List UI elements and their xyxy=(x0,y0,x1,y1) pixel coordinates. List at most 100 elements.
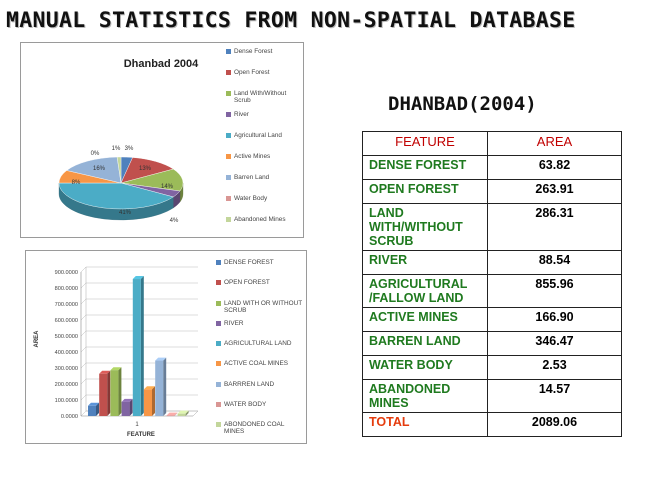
gridline-diag xyxy=(80,314,87,321)
pie-slice xyxy=(120,168,184,192)
legend-label: Water Body xyxy=(234,195,268,202)
table-row: OPEN FOREST 263.91 xyxy=(362,179,622,204)
bar-top xyxy=(155,357,167,361)
bar-top xyxy=(99,370,111,374)
bar-legend-item: ACTIVE COAL MINES xyxy=(216,360,306,380)
legend-label: DENSE FOREST xyxy=(224,259,274,266)
pie-legend-item: Barren Land xyxy=(226,174,304,195)
bar-side xyxy=(174,412,178,416)
legend-swatch xyxy=(226,91,231,96)
y-tick-label: 300.0000 xyxy=(55,366,78,372)
legend-label: Open Forest xyxy=(234,69,270,76)
legend-swatch xyxy=(216,361,221,367)
bar-side xyxy=(140,276,144,416)
bar-side xyxy=(96,402,99,416)
pie-value-label: 14% xyxy=(161,184,174,190)
table-row: WATER BODY 2.53 xyxy=(362,355,622,380)
legend-label: ABONDONED COAL MINES xyxy=(224,421,285,436)
feature-cell: TOTAL xyxy=(362,412,488,437)
bar xyxy=(110,370,119,416)
bar-chart-panel: 0.0000 100.0000 200.0000 300.0000 400.0000 50… xyxy=(25,250,307,444)
feature-cell: AGRICULTURAL /FALLOW LAND xyxy=(362,274,488,308)
pie-value-label: 4% xyxy=(170,218,179,224)
area-cell: 14.57 xyxy=(487,379,622,413)
bar-legend: DENSE FOREST OPEN FOREST LAND WITH OR WITH… xyxy=(216,259,306,442)
area-column-header: AREA xyxy=(487,131,622,156)
bar xyxy=(88,405,96,416)
feature-cell: ABANDONED MINES xyxy=(362,379,488,413)
bar xyxy=(132,279,141,416)
legend-swatch xyxy=(226,133,231,138)
pie-value-label: 1% xyxy=(112,146,121,152)
pie-value-label: 8% xyxy=(72,180,81,186)
legend-swatch xyxy=(226,70,231,75)
legend-swatch xyxy=(216,260,221,265)
area-cell: 263.91 xyxy=(487,179,622,204)
y-tick-label: 200.0000 xyxy=(55,382,78,388)
x-axis-title: FEATURE xyxy=(127,432,155,438)
gridline-diag xyxy=(80,346,87,353)
bar-top xyxy=(132,276,144,280)
legend-swatch xyxy=(216,280,221,286)
legend-swatch xyxy=(226,112,231,117)
bar-legend-item: DENSE FOREST xyxy=(216,259,306,279)
pie-legend-item: Abandoned Mines xyxy=(226,216,304,237)
table-row: AGRICULTURAL /FALLOW LAND 855.96 xyxy=(362,274,622,308)
legend-label: RIVER xyxy=(224,319,244,327)
legend-swatch xyxy=(226,49,231,54)
bar-top xyxy=(166,412,178,416)
bar-side xyxy=(152,386,155,416)
pie-legend-item: Dense Forest xyxy=(226,48,304,69)
pie-legend-item: Active Mines xyxy=(226,153,304,174)
legend-label: WATER BODY xyxy=(224,401,267,409)
bar-side xyxy=(129,398,133,416)
pie-value-label: 41% xyxy=(119,210,132,216)
bar-legend-item: WATER BODY xyxy=(216,401,306,421)
pie-legend-item: Water Body xyxy=(226,195,304,216)
bar-chart: 0.0000 100.0000 200.0000 300.0000 400.0000 50… xyxy=(34,266,199,438)
legend-label: Agricultural Land xyxy=(234,132,282,139)
gridline-diag xyxy=(80,298,87,305)
table-row: ACTIVE MINES 166.90 xyxy=(362,307,622,332)
pie-chart: Dhanbad 2004 3% 13% 14% 4% 41% 8% 16% 0% 1% xyxy=(58,58,199,224)
legend-swatch xyxy=(216,422,221,428)
pie-legend-item: River xyxy=(226,111,304,132)
area-cell: 286.31 xyxy=(487,203,622,251)
y-axis-title: AREA xyxy=(34,330,40,348)
area-statistics-table: FEATURE AREA DENSE FOREST 63.82 OPEN FORES… xyxy=(362,131,622,437)
table-header-row: FEATURE AREA xyxy=(362,131,622,156)
pie-chart-panel: Dhanbad 2004 3% 13% 14% 4% 41% 8% 16% 0% 1% Dens… xyxy=(20,42,304,238)
pie-slice xyxy=(116,156,122,184)
legend-swatch xyxy=(216,341,221,347)
pie-value-label: 13% xyxy=(139,166,152,172)
bar-legend-item: RIVER xyxy=(216,320,306,340)
bar xyxy=(155,360,164,416)
y-tick-label: 800.0000 xyxy=(55,286,78,292)
pie-value-label: 3% xyxy=(125,146,134,152)
feature-cell: BARREN LAND xyxy=(362,331,488,356)
y-tick-label: 600.0000 xyxy=(55,318,78,324)
feature-cell: RIVER xyxy=(362,250,488,275)
legend-label: LAND WITH OR WITHOUT SCRUB xyxy=(224,299,302,314)
bar-top xyxy=(110,367,122,371)
table-row: BARREN LAND 346.47 xyxy=(362,331,622,356)
pie-value-label: 16% xyxy=(93,166,106,172)
gridline-diag xyxy=(80,410,87,417)
legend-swatch xyxy=(226,154,231,159)
bar-legend-item: AGRICULTURAL LAND xyxy=(216,340,306,360)
bar xyxy=(177,413,186,416)
legend-swatch xyxy=(216,402,221,408)
table-row: DENSE FOREST 63.82 xyxy=(362,155,622,180)
bar xyxy=(166,415,175,417)
pie-legend-item: Land With/Without Scrub xyxy=(226,90,304,111)
legend-swatch xyxy=(216,320,221,326)
area-cell: 2089.06 xyxy=(487,412,622,437)
table-row: RIVER 88.54 xyxy=(362,250,622,275)
pie-legend-item: Open Forest xyxy=(226,69,304,90)
bar xyxy=(121,401,130,416)
bar-legend-item: ABONDONED COAL MINES xyxy=(216,421,306,441)
area-cell: 88.54 xyxy=(487,250,622,275)
legend-label: Active Mines xyxy=(234,153,271,160)
bar-legend-item: LAND WITH OR WITHOUT SCRUB xyxy=(216,300,306,320)
y-tick-label: 500.0000 xyxy=(55,334,78,340)
